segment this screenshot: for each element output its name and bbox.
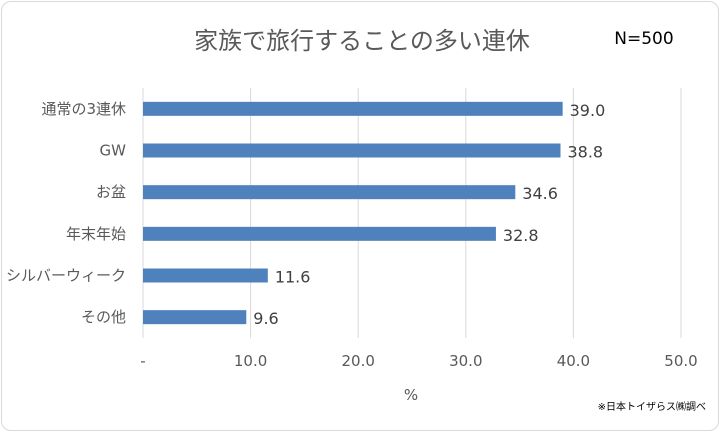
data-label-5: 9.6 [253,309,278,328]
category-label-5: その他 [81,308,126,326]
bar-2 [143,185,516,200]
x-tick-label-5: 50.0 [664,352,697,370]
bar-3 [143,226,496,241]
category-label-4: シルバーウィーク [6,267,126,285]
grid-lines [142,88,682,338]
bar-1 [143,143,561,158]
data-label-4: 11.6 [275,268,311,287]
chart-title: 家族で旅行することの多い連休 [194,27,530,55]
bar-0 [143,101,563,116]
x-tick-label-3: 30.0 [449,352,482,370]
x-tick-label-1: 10.0 [234,352,267,370]
x-axis-title: % [404,386,418,404]
sample-size-label: N=500 [614,29,673,49]
bars [143,101,563,325]
x-tick-label-4: 40.0 [557,352,590,370]
bar-4 [143,268,268,283]
x-tick-labels: - 10.0 20.0 30.0 40.0 50.0 [140,352,697,370]
data-label-3: 32.8 [503,226,539,245]
x-tick-label-2: 20.0 [341,352,374,370]
category-label-1: GW [100,142,127,160]
source-note: ※日本トイザらス㈱調べ [598,400,706,413]
category-label-3: 年末年始 [66,225,126,243]
data-labels: 39.0 38.8 34.6 32.8 11.6 9.6 [253,101,605,328]
data-label-2: 34.6 [522,184,558,203]
data-label-1: 38.8 [567,143,603,162]
bar-5 [143,310,247,325]
category-label-0: 通常の3連休 [41,100,126,118]
data-label-0: 39.0 [570,101,606,120]
category-label-2: お盆 [96,183,126,201]
x-tick-label-0: - [140,352,145,370]
